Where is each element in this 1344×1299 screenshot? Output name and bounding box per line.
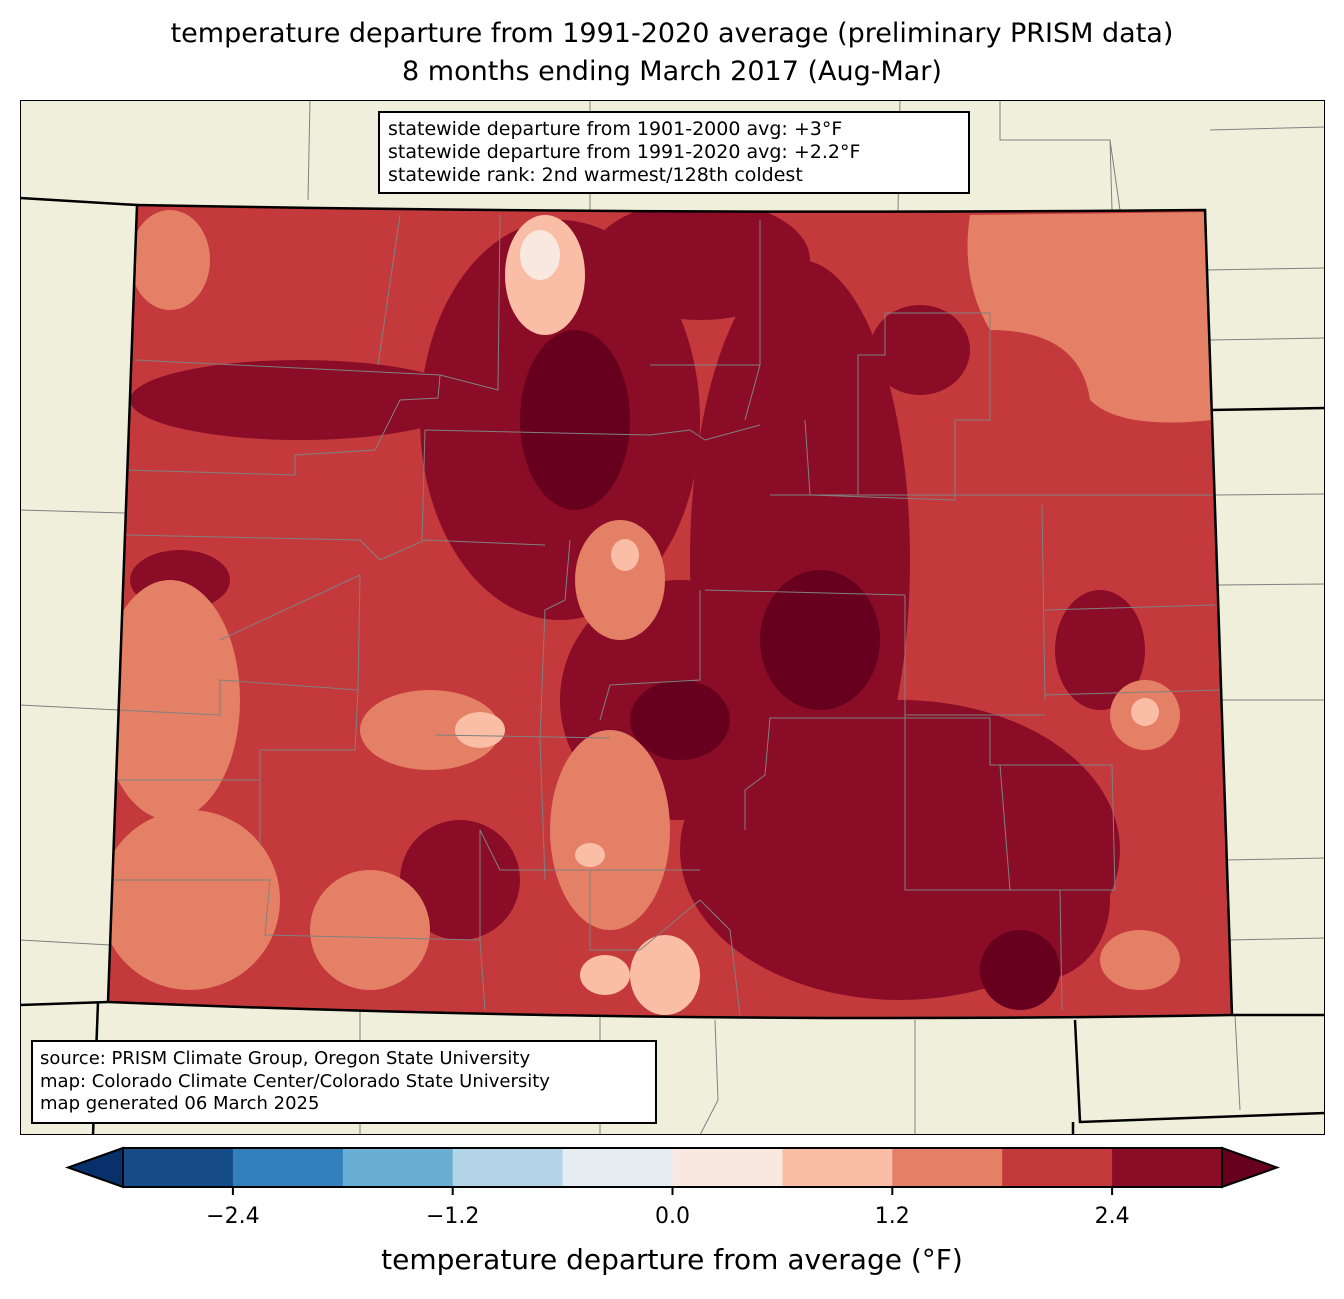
- blob: [575, 843, 605, 867]
- blob: [870, 305, 970, 395]
- colorbar-segment: [452, 1148, 564, 1187]
- map-title: temperature departure from 1991-2020 ave…: [170, 18, 1174, 49]
- blob: [1100, 930, 1180, 990]
- colorbar-over-triangle: [1221, 1146, 1280, 1189]
- blob: [630, 935, 700, 1015]
- colorbar-segment: [123, 1148, 234, 1187]
- colorado-border: [106, 203, 1234, 1020]
- source-box: source: PRISM Climate Group, Oregon Stat…: [31, 1040, 657, 1124]
- colorbar-label: temperature departure from average (°F): [381, 1243, 963, 1276]
- colorbar-tick-label: −1.2: [425, 1204, 480, 1229]
- map-subtitle: 8 months ending March 2017 (Aug-Mar): [402, 56, 942, 87]
- blob: [520, 330, 630, 510]
- blob: [130, 360, 470, 440]
- colorbar-segment: [1002, 1148, 1113, 1187]
- blob: [575, 520, 665, 640]
- blob: [760, 570, 880, 710]
- blob: [967, 212, 1212, 423]
- blob: [580, 955, 630, 995]
- colorbar: [65, 1146, 1280, 1195]
- colorbar-tick-label: 1.2: [874, 1204, 910, 1229]
- colorbar-segment: [232, 1148, 344, 1187]
- blob: [1055, 590, 1145, 710]
- blob: [108, 810, 280, 990]
- temperature-field: [108, 205, 1232, 1019]
- blob: [590, 205, 810, 320]
- colorbar-segment: [342, 1148, 454, 1187]
- blob: [108, 580, 240, 820]
- map-credit-line: map: Colorado Climate Center/Colorado St…: [40, 1070, 550, 1092]
- colorbar-tick-label: −2.4: [206, 1204, 260, 1229]
- county-lines: [110, 214, 1221, 1016]
- colorbar-tick-label: 0.0: [655, 1204, 690, 1229]
- blob: [630, 680, 730, 760]
- colorbar-segment: [1112, 1148, 1223, 1187]
- blob: [980, 930, 1060, 1010]
- statewide-stats-box: statewide departure from 1901-2000 avg: …: [378, 111, 970, 194]
- blob: [310, 870, 430, 990]
- blob: [455, 712, 505, 748]
- blob: [611, 539, 639, 571]
- band-over-3.0: [520, 330, 1060, 1010]
- source-line: source: PRISM Climate Group, Oregon Stat…: [40, 1048, 531, 1069]
- colorbar-segment: [672, 1148, 783, 1187]
- stat-departure-1901-2000: statewide departure from 1901-2000 avg: …: [388, 118, 843, 140]
- colorbar-segment: [562, 1148, 673, 1187]
- blob: [130, 210, 210, 310]
- colorbar-segment: [782, 1148, 893, 1187]
- generated-date-line: map generated 06 March 2025: [40, 1093, 320, 1114]
- band-1.8-2.4: [108, 210, 1212, 990]
- colorbar-tick-label: 2.4: [1094, 1204, 1130, 1229]
- stat-rank: statewide rank: 2nd warmest/128th coldes…: [388, 164, 803, 186]
- colorbar-segment: [892, 1148, 1003, 1187]
- blob: [1131, 698, 1159, 726]
- band-0.6-1.2: [520, 230, 560, 280]
- blob: [360, 690, 500, 770]
- colorbar-under-triangle: [65, 1146, 124, 1189]
- blob: [550, 730, 670, 930]
- stat-departure-1991-2020: statewide departure from 1991-2020 avg: …: [388, 141, 861, 163]
- blob: [520, 230, 560, 280]
